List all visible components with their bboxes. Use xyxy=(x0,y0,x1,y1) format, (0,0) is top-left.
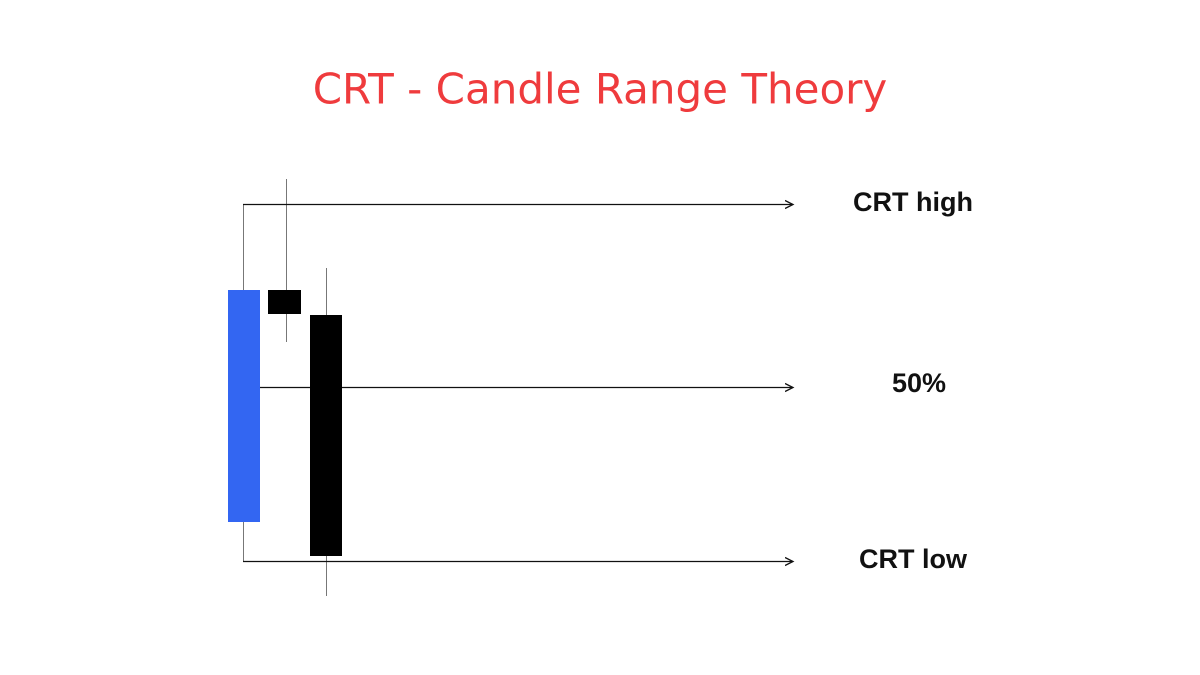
level-label: CRT high xyxy=(853,187,973,217)
candle-body xyxy=(228,290,260,522)
title: CRT - Candle Range Theory xyxy=(313,65,888,114)
level-label: CRT low xyxy=(859,544,968,574)
candle-body xyxy=(268,290,301,314)
level-label: 50% xyxy=(892,368,946,398)
candle-body xyxy=(310,315,342,556)
